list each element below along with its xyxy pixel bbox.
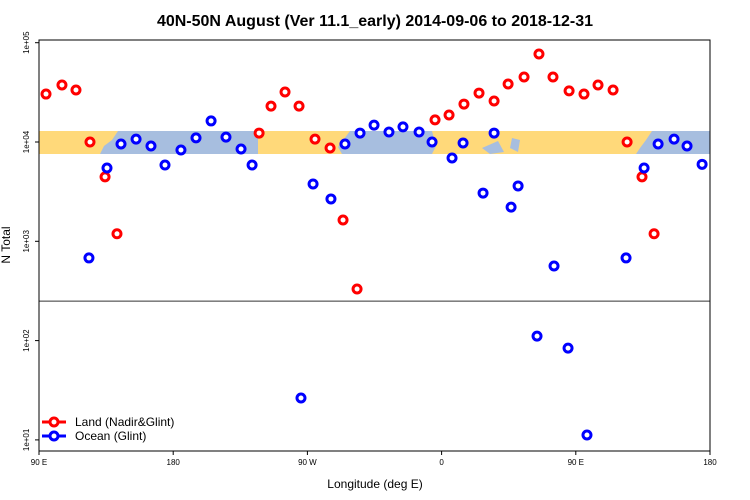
y-tick-label: 1e+05	[22, 31, 31, 54]
land-data-point	[279, 86, 291, 98]
ocean-data-point	[325, 193, 337, 205]
land-data-point	[253, 127, 265, 139]
land-data-point	[443, 109, 455, 121]
land-data-point	[265, 100, 277, 112]
x-tick-label: 0	[439, 458, 444, 467]
x-tick-label: 180	[167, 458, 181, 467]
land-data-point	[547, 71, 559, 83]
ocean-data-point	[457, 137, 469, 149]
ocean-data-point	[426, 136, 438, 148]
land-data-point	[488, 95, 500, 107]
ocean-data-point	[477, 187, 489, 199]
map-water-europe	[482, 141, 504, 154]
legend-land-label: Land (Nadir&Glint)	[75, 415, 174, 429]
land-data-point	[563, 85, 575, 97]
ocean-data-point	[190, 132, 202, 144]
ocean-data-point	[354, 127, 366, 139]
land-data-point	[40, 88, 52, 100]
ocean-data-point	[175, 144, 187, 156]
land-data-point	[84, 136, 96, 148]
land-data-point	[337, 214, 349, 226]
ocean-data-point	[531, 330, 543, 342]
ocean-data-point	[246, 159, 258, 171]
ocean-data-point	[115, 138, 127, 150]
land-data-point	[592, 79, 604, 91]
land-data-point	[351, 283, 363, 295]
map-land-americas	[258, 131, 350, 154]
y-tick-label: 1e+02	[22, 329, 31, 352]
y-axis-label: N Total	[0, 226, 13, 263]
x-axis-label: Longitude (deg E)	[327, 477, 422, 491]
ocean-data-point	[413, 126, 425, 138]
ocean-data-point	[681, 140, 693, 152]
world-map-strip	[39, 131, 710, 154]
legend: Land (Nadir&Glint) Ocean (Glint)	[42, 415, 174, 443]
x-tick-label: 90 W	[298, 458, 317, 467]
land-data-point	[99, 171, 111, 183]
y-tick-label: 1e+01	[22, 428, 31, 451]
ocean-data-point	[668, 133, 680, 145]
land-data-point	[502, 78, 514, 90]
land-data-point	[473, 87, 485, 99]
x-tick-label: 180	[703, 458, 717, 467]
ocean-data-point	[652, 138, 664, 150]
ocean-data-point	[220, 131, 232, 143]
land-data-point	[636, 171, 648, 183]
ocean-data-point	[83, 252, 95, 264]
ocean-data-point	[505, 201, 517, 213]
land-data-point	[621, 136, 633, 148]
land-data-point	[111, 228, 123, 240]
land-data-point	[518, 71, 530, 83]
map-water-caspian	[510, 138, 520, 152]
ocean-data-point	[397, 121, 409, 133]
land-data-point	[429, 114, 441, 126]
land-data-point	[648, 228, 660, 240]
land-data-point	[324, 142, 336, 154]
ocean-data-point	[512, 180, 524, 192]
ocean-data-point	[581, 429, 593, 441]
y-tick-label: 1e+03	[22, 230, 31, 253]
ocean-data-point	[696, 158, 708, 170]
ocean-data-point	[620, 252, 632, 264]
land-data-point	[607, 84, 619, 96]
land-data-point	[56, 79, 68, 91]
ocean-data-point	[446, 152, 458, 164]
y-tick-label: 1e+04	[22, 130, 31, 153]
land-data-point	[309, 133, 321, 145]
ocean-data-point	[159, 159, 171, 171]
ocean-data-point	[145, 140, 157, 152]
land-data-point	[533, 48, 545, 60]
ocean-data-point	[368, 119, 380, 131]
ocean-data-point	[101, 162, 113, 174]
land-data-point	[293, 100, 305, 112]
ocean-data-point	[307, 178, 319, 190]
ocean-data-point	[638, 162, 650, 174]
x-tick-label: 90 E	[568, 458, 584, 467]
ocean-data-point	[562, 342, 574, 354]
legend-ocean-marker	[48, 430, 60, 442]
ocean-data-point	[235, 143, 247, 155]
x-tick-label: 90 E	[31, 458, 47, 467]
land-data-point	[578, 88, 590, 100]
map-land-asia	[39, 131, 118, 154]
ocean-data-point	[548, 260, 560, 272]
ocean-data-point	[130, 133, 142, 145]
land-data-point	[458, 98, 470, 110]
ocean-data-point	[488, 127, 500, 139]
legend-land-marker	[48, 416, 60, 428]
ocean-data-point	[339, 138, 351, 150]
ocean-data-point	[383, 126, 395, 138]
ocean-data-point	[205, 115, 217, 127]
ocean-data-point	[295, 392, 307, 404]
chart-title: 40N-50N August (Ver 11.1_early) 2014-09-…	[157, 13, 593, 30]
legend-ocean-label: Ocean (Glint)	[75, 429, 146, 443]
plot-frame	[38, 39, 711, 452]
land-data-point	[70, 84, 82, 96]
